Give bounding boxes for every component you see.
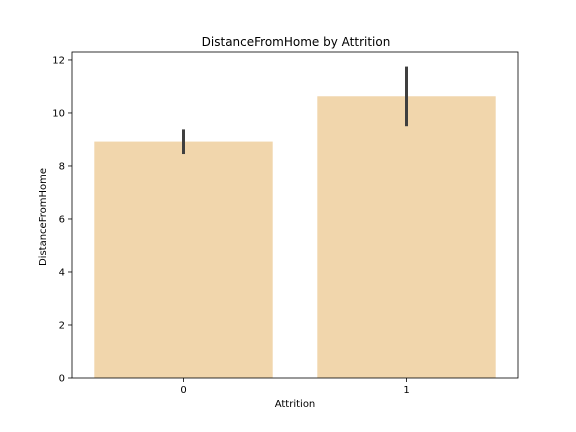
y-tick-label-10: 10 (52, 108, 65, 119)
y-tick-label-2: 2 (59, 320, 65, 331)
y-tick-label-0: 0 (59, 374, 65, 385)
x-axis-label: Attrition (275, 399, 316, 410)
bar-0 (94, 141, 273, 378)
y-axis-label: DistanceFromHome (38, 168, 49, 266)
error-bars-layer (182, 66, 408, 155)
chart-title: DistanceFromHome by Attrition (202, 35, 391, 49)
axes-frame (71, 51, 519, 379)
y-tick-label-4: 4 (59, 267, 65, 278)
y-tick-label-8: 8 (59, 161, 65, 172)
y-axis-ticks: 0 2 4 6 8 10 12 (52, 55, 72, 385)
y-tick-label-6: 6 (59, 214, 65, 225)
y-tick-label-12: 12 (52, 55, 65, 66)
plot-frame (71, 51, 519, 379)
bars-layer (94, 96, 496, 379)
x-tick-label-1: 1 (403, 385, 409, 396)
bar-1 (317, 96, 496, 379)
x-tick-label-0: 0 (180, 385, 186, 396)
